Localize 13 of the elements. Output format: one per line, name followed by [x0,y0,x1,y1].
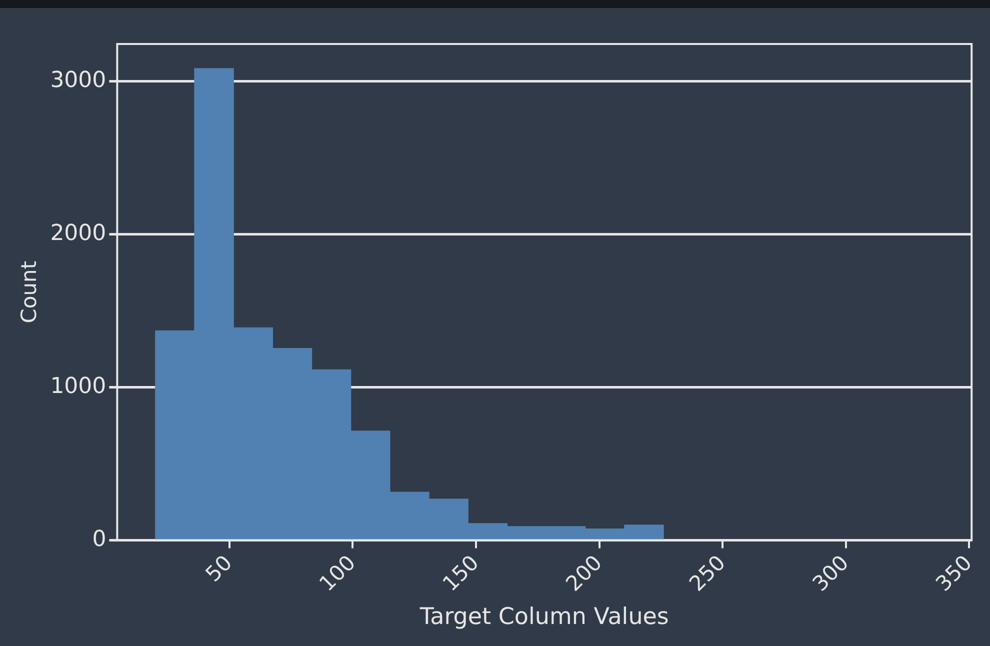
y-axis-title: Count [17,260,42,324]
x-tick-label: 300 [808,550,854,596]
y-tick-label: 2000 [50,221,106,246]
y-tick-label: 0 [92,526,106,552]
x-tick-label: 50 [200,550,237,586]
x-tick-label: 100 [314,550,360,596]
x-axis-title: Target Column Values [418,604,669,630]
x-tick-label: 250 [684,550,730,596]
y-tick-label: 1000 [50,374,106,400]
x-tick-label: 200 [561,550,607,596]
y-tick-label: 3000 [50,68,106,94]
x-tick-label: 150 [438,550,484,596]
x-tick-label: 350 [931,550,977,596]
